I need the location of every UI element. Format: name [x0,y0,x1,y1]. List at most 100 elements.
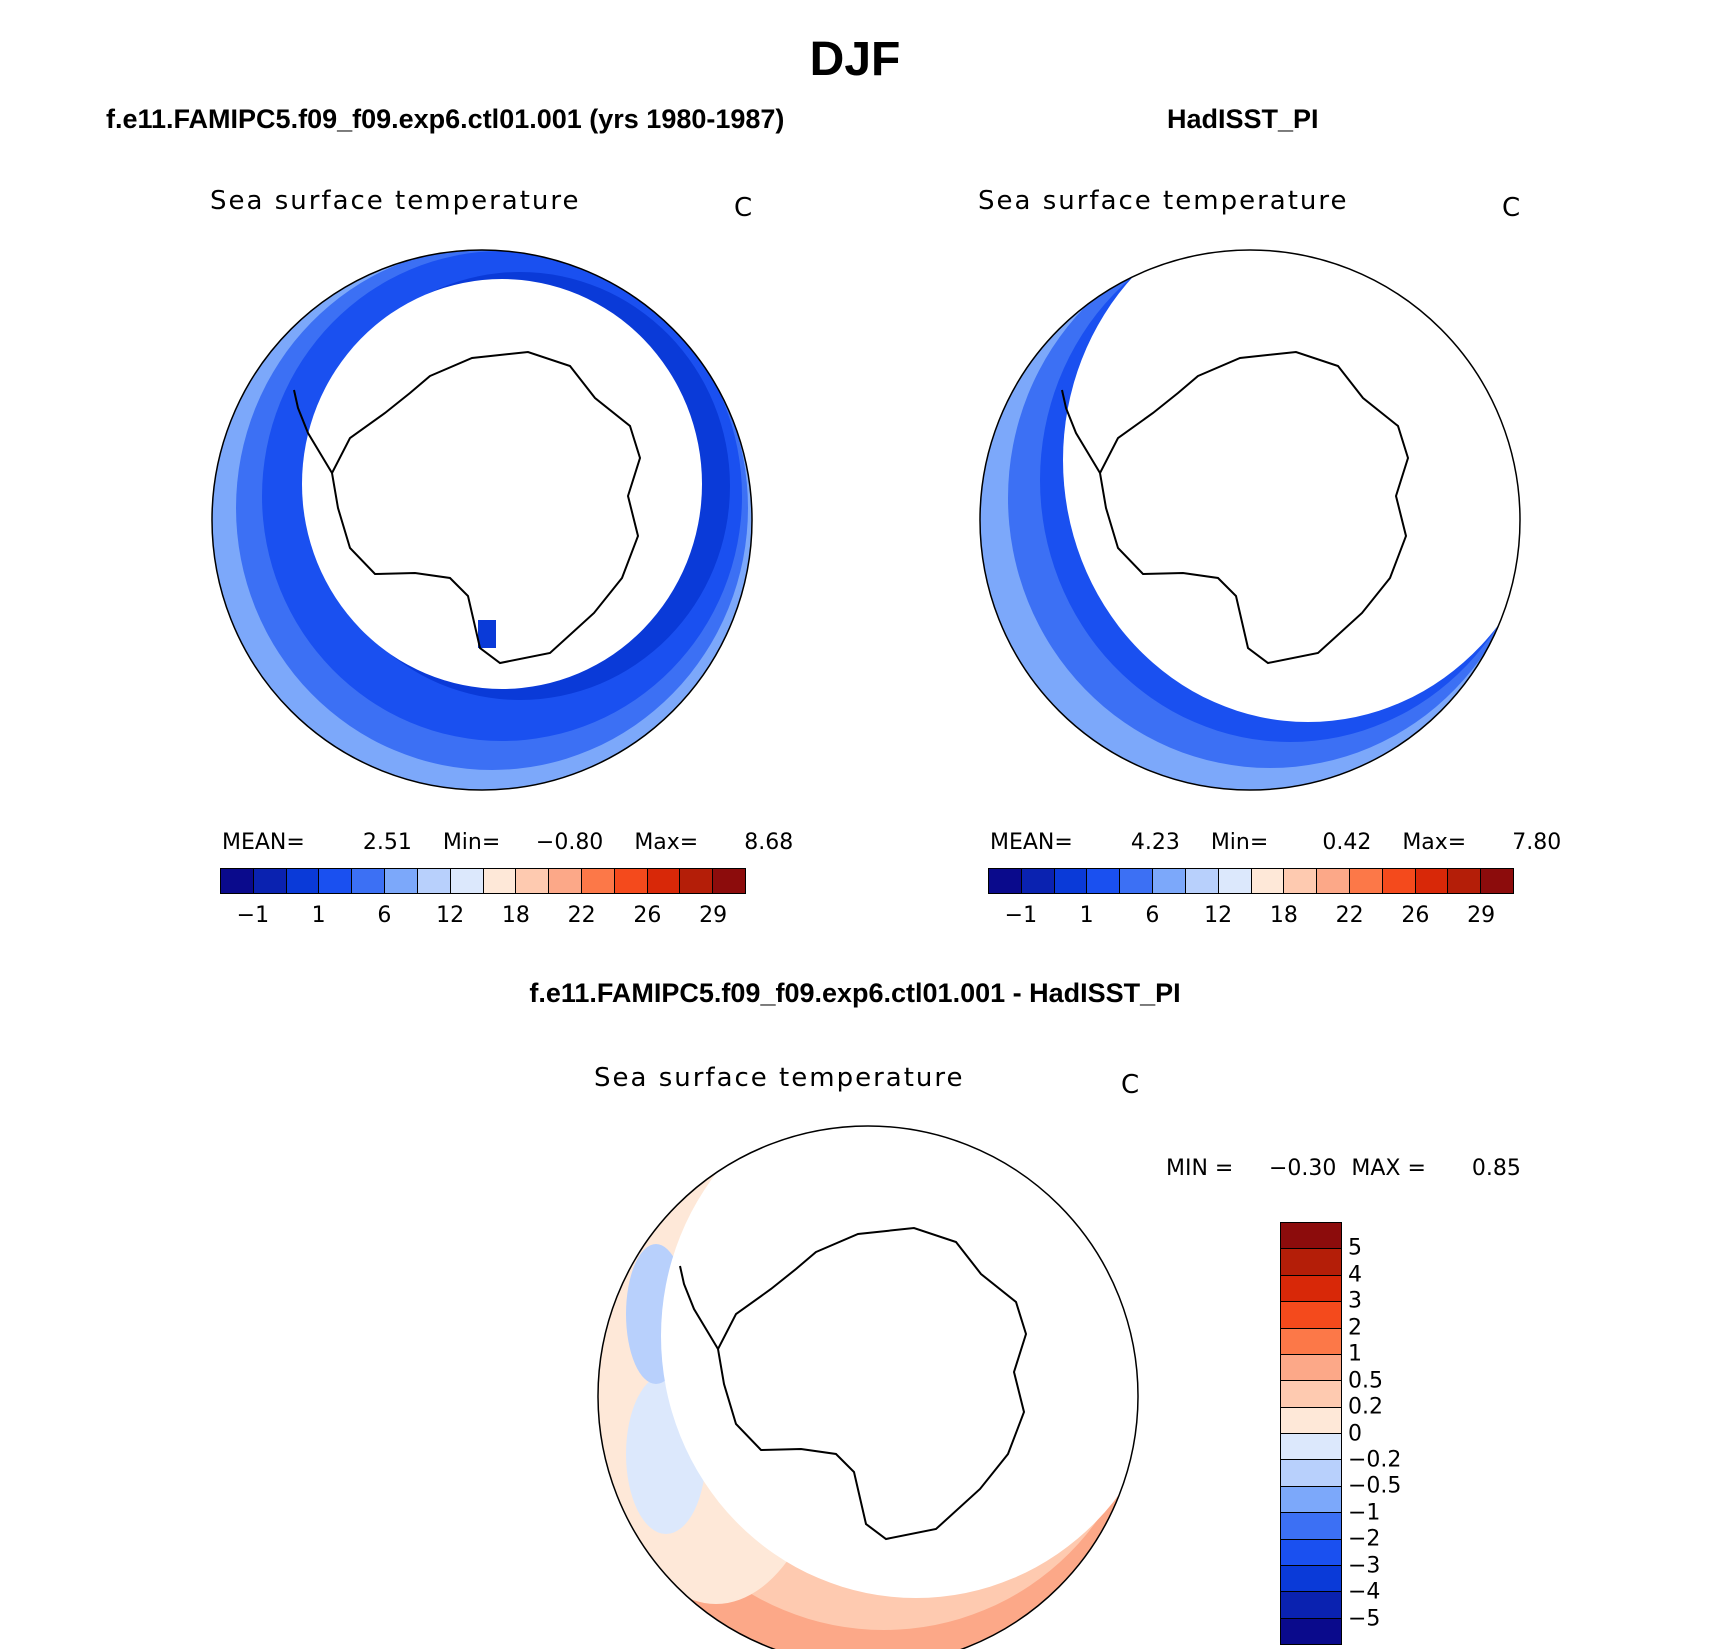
max-value: 7.80 [1512,830,1562,855]
panel-3-title: f.e11.FAMIPC5.f09_f09.exp6.ctl01.001 - H… [529,978,1181,1008]
colorbar-tick-label: −0.5 [1348,1473,1402,1499]
colorbar-tick-label: −0.2 [1348,1447,1402,1473]
colorbar-tick-label: −2 [1348,1526,1381,1552]
colorbar-cell [1281,1617,1341,1644]
colorbar-cell [1281,1591,1341,1618]
colorbar-cell [385,869,418,893]
panel-1-variable: Sea surface temperature [210,186,581,216]
colorbar-cell [1281,1380,1341,1407]
max-label: Max= [634,830,699,855]
max-value: 0.85 [1471,1156,1521,1181]
max-value: 8.68 [744,830,794,855]
colorbar-cell [1281,1538,1341,1565]
sea-ice-mask [1063,250,1520,722]
colorbar-cell [1281,1406,1341,1433]
colorbar-tick-label: 2 [1348,1315,1362,1341]
colorbar-cell [1382,869,1416,893]
colorbar-cell [1317,869,1350,893]
colorbar-tick-label: 26 [1401,903,1430,928]
colorbar-cell [1281,1485,1341,1513]
page-title: DJF [809,33,901,86]
panel-3-map [597,1125,1139,1649]
colorbar-cell [1281,1274,1341,1302]
colorbar-cell [1281,1353,1341,1381]
panel-1-colorbar-ticks: −1 1 6 12 18 22 26 29 [220,903,746,933]
colorbar-cell [417,869,451,893]
min-value: −0.80 [535,830,604,855]
min-value: 0.42 [1322,830,1372,855]
map-boundary [211,249,753,791]
colorbar-tick-label: 12 [1204,903,1233,928]
colorbar-tick-label: 0.2 [1348,1394,1383,1420]
colorbar-cell [1281,1433,1341,1460]
panel-3-colorbar-ticks: −5 −4 −3 −2 −1 −0.5 −0.2 0 0.2 0.5 1 2 3 4 5 [1348,1222,1438,1645]
mean-label: MEAN= [990,830,1073,855]
colorbar-cell [1021,869,1055,893]
sea-ice-mask [302,279,702,689]
colorbar-cell [1054,869,1088,893]
colorbar-tick-label: −1 [1348,1500,1381,1526]
colorbar-tick-label: 26 [633,903,662,928]
panel-2-stats: MEAN= 4.23 Min= 0.42 Max= 7.80 [990,830,1561,855]
colorbar-cell [253,869,287,893]
colorbar-cell [286,869,320,893]
max-label: Max= [1402,830,1467,855]
panel-1-stats: MEAN= 2.51 Min= −0.80 Max= 8.68 [222,830,793,855]
colorbar-tick-label: −1 [1004,903,1038,928]
colorbar-cell [989,869,1022,893]
colorbar-tick-label: 12 [436,903,465,928]
panel-2-title: HadISST_PI [1167,104,1319,134]
colorbar-cell [516,869,550,893]
colorbar-cell [352,869,386,893]
colorbar-cell [1281,1327,1341,1354]
min-label: Min= [442,830,501,855]
antarctic-peninsula [679,1265,719,1350]
colorbar-tick-label: 18 [1269,903,1298,928]
min-label: Min= [1210,830,1269,855]
map-boundary [979,249,1521,791]
panel-3-colorbar [1280,1222,1342,1645]
mean-label: MEAN= [222,830,305,855]
panel-3-variable: Sea surface temperature [594,1063,965,1093]
colorbar-tick-label: 6 [377,903,392,928]
colorbar-cell [1218,869,1252,893]
colorbar-cell [1281,1459,1341,1486]
panel-1-colorbar [220,868,746,894]
mean-value: 2.51 [362,830,412,855]
colorbar-cell [1251,869,1285,893]
colorbar-cell [1120,869,1154,893]
colorbar-tick-label: −3 [1348,1553,1381,1579]
colorbar-cell [1281,1564,1341,1592]
panel-2-colorbar-ticks: −1 1 6 12 18 22 26 29 [988,903,1514,933]
colorbar-tick-label: 5 [1348,1235,1362,1261]
colorbar-cell [1415,869,1449,893]
colorbar-cell [1185,869,1219,893]
colorbar-cell [1349,869,1383,893]
colorbar-cell [680,869,714,893]
max-label: MAX = [1351,1156,1426,1181]
colorbar-tick-label: 6 [1145,903,1160,928]
colorbar-tick-label: 18 [501,903,530,928]
sea-ice-mask [661,1126,1138,1598]
antarctic-peninsula [293,389,333,474]
panel-3-stats: MIN = −0.30 MAX = 0.85 [1166,1156,1521,1181]
colorbar-cell [1481,869,1513,893]
colorbar-cell [581,869,615,893]
panel-1-title: f.e11.FAMIPC5.f09_f09.exp6.ctl01.001 (yr… [106,104,785,134]
min-value: −0.30 [1268,1156,1337,1181]
antarctic-peninsula [1061,389,1101,474]
colorbar-cell [1448,869,1482,893]
panel-2-units: C [1502,193,1521,223]
colorbar-cell [1087,869,1121,893]
colorbar-cell [1153,869,1186,893]
colorbar-cell [450,869,484,893]
colorbar-cell [549,869,582,893]
mean-value: 4.23 [1130,830,1180,855]
colorbar-cell [483,869,517,893]
sst-patch [478,620,496,648]
map-boundary [597,1125,1139,1649]
panel-1-map [211,249,753,791]
colorbar-tick-label: 3 [1348,1288,1362,1314]
colorbar-cell [1281,1223,1341,1249]
colorbar-cell [221,869,254,893]
